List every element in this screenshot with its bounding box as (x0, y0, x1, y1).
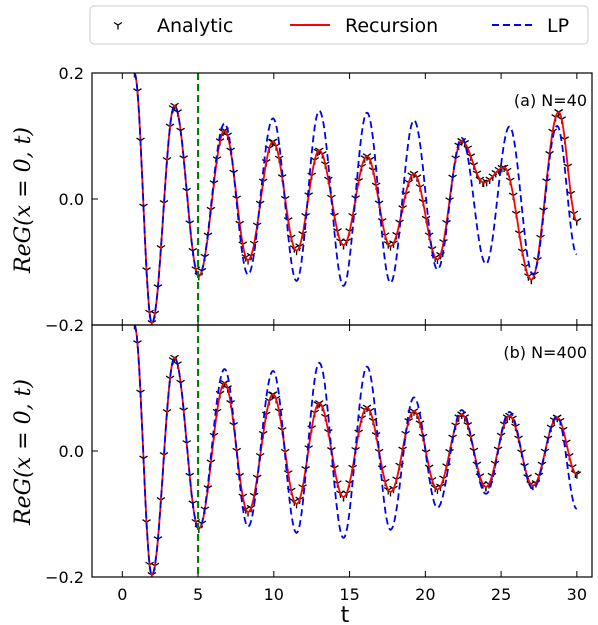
legend-frame (89, 5, 589, 45)
panel-a-plot-area (92, 72, 582, 326)
panel-b-xtick: 15 (339, 585, 359, 604)
panel-b-ylabel: ReG(x = 0, t) (11, 379, 36, 526)
panel-a-series (133, 73, 582, 325)
panel-b-series (133, 325, 582, 577)
panel-a-frame (91, 72, 593, 326)
panel-b-xtick: 5 (193, 585, 203, 604)
panel-a: −0.2 0.0 0.2 (a) N=40 ReG(x = 0, t) (11, 64, 593, 335)
legend-analytic-glyph (113, 21, 123, 30)
panel-b-label: (b) N=400 (503, 343, 587, 362)
panel-a-label: (a) N=40 (514, 91, 587, 110)
panel-a-lp-line (133, 73, 578, 325)
panel-b-yticks: −0.2 0.0 (45, 442, 84, 587)
legend-analytic-marker (113, 21, 123, 30)
panel-b-frame (91, 324, 593, 578)
panel-b-xtick: 10 (264, 585, 284, 604)
legend-label-lp: LP (547, 15, 569, 37)
panel-b-xtick: 30 (567, 585, 587, 604)
panel-b-xtick: 25 (491, 585, 511, 604)
panel-b-xtick: 0 (117, 585, 127, 604)
panel-b-ytick: −0.2 (45, 568, 84, 587)
panel-b-lp-line (133, 325, 578, 577)
analytic-point (572, 217, 582, 226)
x-axis-label: t (341, 603, 350, 625)
legend-label-recursion: Recursion (345, 15, 438, 37)
panel-a-ylabel: ReG(x = 0, t) (11, 127, 36, 274)
panel-a-yticks: −0.2 0.0 0.2 (45, 64, 84, 335)
panel-a-ytick: 0.0 (59, 190, 84, 209)
panel-b-ytick: 0.0 (59, 442, 84, 461)
panel-b: −0.2 0.0 0 5 10 15 20 25 30 (b) N=400 ReG(x = … (11, 324, 593, 625)
panel-b-xtick: 20 (415, 585, 435, 604)
panel-a-ytick: −0.2 (45, 316, 84, 335)
panel-b-xticks: 0 5 10 15 20 25 30 (117, 585, 587, 604)
legend-label-analytic: Analytic (157, 15, 233, 37)
legend: Analytic Recursion LP (89, 5, 589, 45)
panel-a-ytick: 0.2 (59, 64, 84, 83)
panel-b-plot-area (92, 325, 582, 578)
